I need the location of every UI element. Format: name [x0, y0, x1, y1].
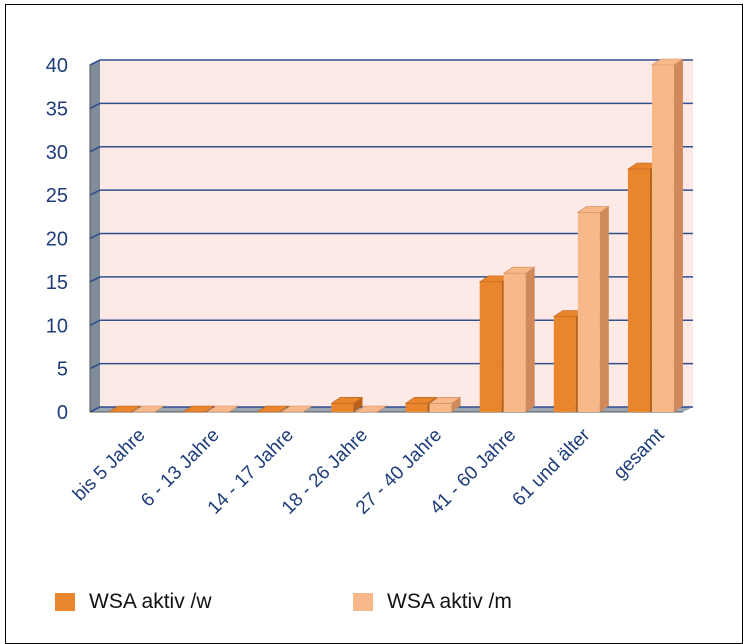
bar-series-m-side	[673, 59, 683, 412]
bar-series-m	[577, 212, 600, 412]
gridline-side	[89, 362, 101, 370]
y-tick-label: 10	[46, 315, 68, 337]
y-tick-label: 15	[46, 272, 68, 294]
gridline-side	[89, 189, 101, 196]
x-tick-label: gesamt	[610, 424, 669, 483]
legend-item-m: WSA aktiv /m	[353, 590, 512, 614]
bar-series-w-top	[404, 397, 438, 404]
legend-item-w: WSA aktiv /w	[55, 590, 212, 614]
y-tick-label: 35	[46, 98, 68, 120]
y-tick-label: 5	[57, 359, 68, 381]
gridline-side	[89, 319, 101, 326]
bar-series-m-top	[650, 58, 684, 66]
bar-series-m-top	[132, 405, 166, 413]
bar-series-m-side	[599, 206, 609, 412]
bar-series-w-top	[256, 405, 290, 413]
bar-series-m-side	[451, 397, 461, 412]
bar-series-m	[503, 273, 526, 412]
gridline-side	[89, 232, 101, 240]
y-tick-label: 0	[57, 402, 68, 424]
legend: WSA aktiv /w WSA aktiv /m	[0, 590, 748, 622]
bar-series-w	[479, 281, 502, 412]
gridline-side	[89, 276, 101, 283]
floor	[90, 407, 693, 412]
y-tick-label: 25	[46, 185, 68, 207]
legend-label-m: WSA aktiv /m	[387, 590, 512, 613]
bar-series-w-side	[353, 397, 363, 412]
bar-series-m-top	[280, 405, 314, 413]
legend-label-w: WSA aktiv /w	[89, 590, 212, 613]
x-tick-label: 61 und älter	[509, 424, 595, 510]
bar-series-m-side	[525, 267, 535, 412]
legend-swatch-m	[353, 593, 373, 611]
bar-series-w-top	[330, 397, 364, 404]
bar-series-w-top	[108, 405, 142, 413]
legend-swatch-w	[55, 593, 75, 611]
bar-series-m-top	[576, 206, 610, 213]
bar-series-w-top	[182, 405, 216, 413]
bar-series-w	[627, 169, 650, 412]
y-tick-label: 30	[46, 142, 68, 164]
bar-series-m	[651, 65, 674, 412]
bar-series-w	[553, 316, 576, 412]
bar-series-m-top	[428, 397, 462, 404]
x-tick-label: bis 5 Jahre	[69, 425, 150, 506]
gridline-side	[89, 406, 101, 413]
y-tick-label: 40	[46, 55, 68, 77]
bar-series-w	[331, 403, 354, 412]
bar-series-m	[429, 403, 452, 412]
y-tick-label: 20	[46, 229, 68, 251]
gridline-side	[89, 146, 101, 153]
gridline-side	[89, 59, 101, 66]
bar-series-w	[405, 403, 428, 412]
gridline-side	[89, 102, 101, 110]
bar-series-m-top	[354, 405, 388, 413]
bar-series-m-top	[206, 405, 240, 413]
bar-series-m-top	[502, 266, 536, 274]
